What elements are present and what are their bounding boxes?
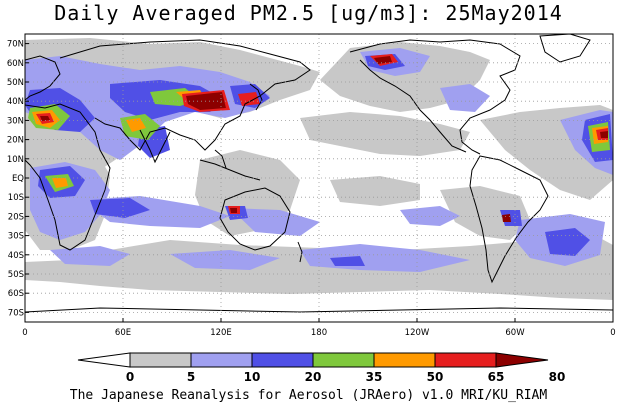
longitude-label: 0: [610, 328, 615, 338]
colorbar-tick-label: 10: [244, 370, 261, 384]
latitude-label: 20N: [7, 136, 24, 146]
colorbar-swatch: [190, 352, 253, 368]
colorbar-tick-label: 5: [187, 370, 195, 384]
latitude-label: 60N: [7, 59, 24, 69]
latitude-label: EQ: [12, 174, 24, 184]
latitude-label: 60S: [8, 289, 24, 299]
colorbar-arrow-low: [77, 352, 131, 368]
longitude-labels: 0 60E 120E 180 120W 60W 0: [22, 318, 616, 338]
longitude-label: 180: [311, 328, 327, 338]
colorbar-tick-label: 20: [305, 370, 322, 384]
coastlines: [25, 34, 613, 313]
colorbar-swatch: [434, 352, 497, 368]
latitude-label: 20S: [8, 212, 24, 222]
colorbar-swatch: [251, 352, 314, 368]
map-title: Daily Averaged PM2.5 [ug/m3]: 25May2014: [54, 1, 563, 25]
longitude-label: 120E: [210, 328, 232, 338]
latitude-label: 10N: [7, 155, 24, 165]
colorbar-tick-label: 35: [366, 370, 383, 384]
colorbar-tick-label: 65: [488, 370, 505, 384]
footer-credit: The Japanese Reanalysis for Aerosol (JRA…: [69, 388, 548, 403]
map-gridlines: [25, 34, 613, 322]
longitude-label: 0: [22, 328, 27, 338]
longitude-label: 60E: [115, 328, 131, 338]
colorbar-tick-label: 80: [549, 370, 566, 384]
colorbar-swatch: [373, 352, 436, 368]
latitude-label: 10S: [8, 193, 24, 203]
colorbar-swatch: [129, 352, 192, 368]
latitude-label: 70N: [7, 40, 24, 50]
latitude-label: 30N: [7, 116, 24, 126]
latitude-label: 40S: [8, 251, 24, 261]
longitude-label: 60W: [505, 328, 525, 338]
latitude-label: 50N: [7, 78, 24, 88]
colorbar-swatch: [312, 352, 375, 368]
colorbar-tick-label: 50: [427, 370, 444, 384]
colorbar-legend: 0 5 10 20 35 50 65 80: [77, 352, 566, 384]
colorbar-tick-label: 0: [126, 370, 134, 384]
colorbar-arrow-high: [495, 352, 549, 368]
latitude-label: 30S: [8, 232, 24, 242]
latitude-label: 70S: [8, 308, 24, 318]
latitude-label: 50S: [8, 270, 24, 280]
latitude-labels: 70N 60N 50N 40N 30N 20N 10N EQ 10S 20S 30S 40S 50S 60…: [7, 40, 29, 318]
latitude-label: 40N: [7, 97, 24, 107]
longitude-label: 120W: [405, 328, 430, 338]
